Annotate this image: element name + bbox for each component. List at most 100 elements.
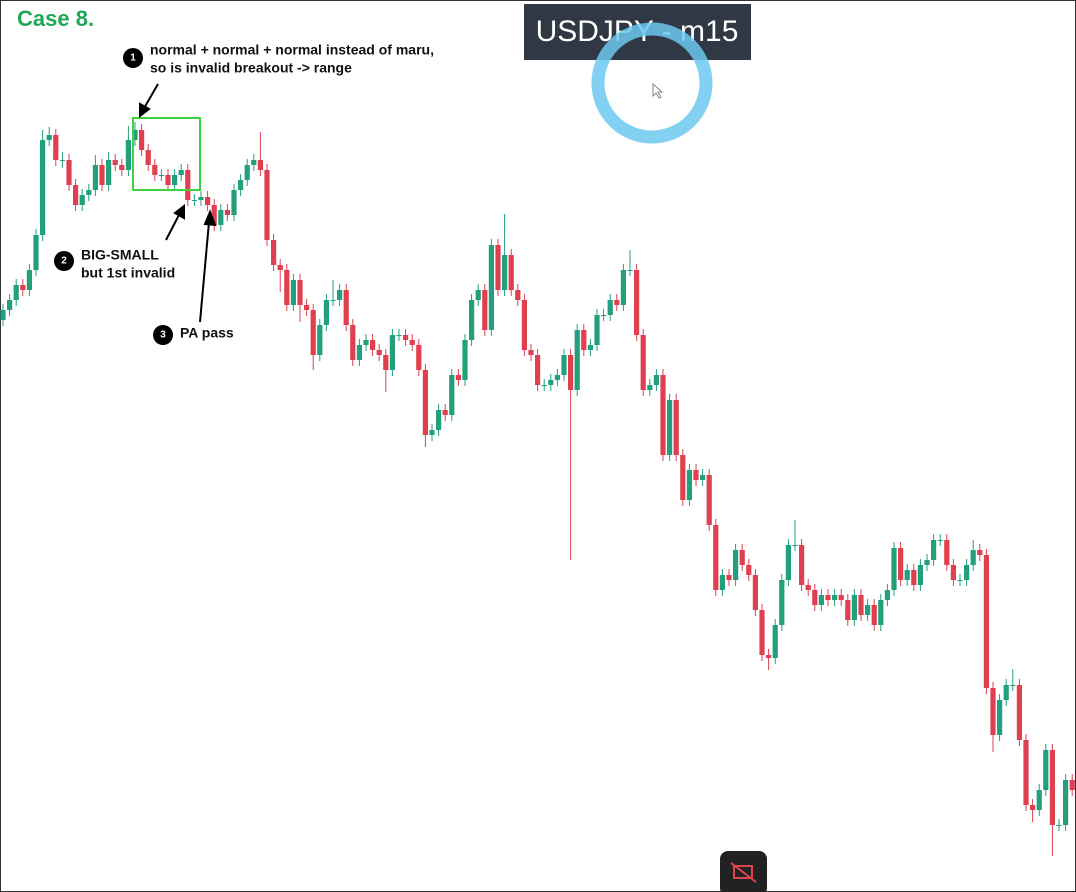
candle-body <box>911 570 917 585</box>
badge <box>153 325 173 345</box>
candle-body <box>990 688 996 735</box>
candle-body <box>1036 790 1042 810</box>
candle-body <box>46 135 52 140</box>
candle-body <box>680 455 686 500</box>
candle-body <box>310 310 316 355</box>
candle-body <box>66 160 72 185</box>
candle-body <box>574 330 580 390</box>
candle-body <box>165 175 171 185</box>
candle-body <box>145 150 151 165</box>
candle-body <box>7 300 13 310</box>
candle-body <box>640 335 646 390</box>
candle-body <box>218 210 224 225</box>
candle-body <box>772 625 778 658</box>
candle-body <box>297 280 303 305</box>
candle-body <box>647 385 653 390</box>
candle-body <box>462 340 468 380</box>
candle-body <box>779 580 785 625</box>
candle-body <box>719 575 725 590</box>
candle-body <box>350 325 356 360</box>
arrow-head <box>203 209 217 227</box>
candle-body <box>13 285 19 300</box>
candle-body <box>541 385 547 386</box>
candle-body <box>198 197 204 200</box>
candle-body <box>416 345 422 370</box>
arrow <box>142 83 159 111</box>
candle-body <box>1056 825 1062 826</box>
badge-number: 1 <box>130 53 136 64</box>
candle-body <box>185 170 191 200</box>
candle-body <box>528 350 534 355</box>
candle-body <box>785 545 791 580</box>
candle-body <box>607 300 613 315</box>
candle-body <box>73 185 79 205</box>
candle-body <box>469 300 475 340</box>
candle-body <box>92 165 98 190</box>
annotations: 1 normal + normal + normal instead of ma… <box>54 42 434 345</box>
candle-body <box>752 575 758 610</box>
candle-body <box>205 197 211 205</box>
candle-body <box>323 300 329 325</box>
candle-body <box>845 600 851 620</box>
arrow <box>165 212 181 241</box>
candle-body <box>521 300 527 350</box>
candle-body <box>851 595 857 620</box>
candle-body <box>568 355 574 390</box>
candle-body <box>871 605 877 625</box>
candle-body <box>53 135 59 160</box>
candle-body <box>317 325 323 355</box>
badge-number: 2 <box>61 256 67 267</box>
candle-body <box>79 195 85 205</box>
candle-body <box>264 170 270 240</box>
annotation-line: but 1st invalid <box>81 265 175 281</box>
candle-body <box>825 595 831 600</box>
candle-body <box>112 160 118 165</box>
badge <box>123 48 143 68</box>
candle-body <box>1016 685 1022 740</box>
badge-number: 3 <box>160 330 166 341</box>
candle-body <box>495 245 501 290</box>
candle-body <box>20 285 26 290</box>
candle-body <box>917 565 923 585</box>
candle-body <box>726 575 732 580</box>
candle-body <box>86 190 92 195</box>
candle-body <box>554 375 560 380</box>
candle-body <box>865 605 871 615</box>
candle-body <box>376 350 382 355</box>
cursor-ring <box>591 22 713 144</box>
candle-body <box>997 700 1003 735</box>
candle-body <box>746 565 752 575</box>
candles <box>0 122 1075 856</box>
candle-body <box>330 300 336 301</box>
arrows <box>139 83 217 323</box>
candle-body <box>733 550 739 580</box>
candle-body <box>132 130 138 140</box>
candle-body <box>957 580 963 581</box>
candle-body <box>587 345 593 350</box>
candle-body <box>759 610 765 655</box>
candle-body <box>383 355 389 370</box>
candle-body <box>1049 750 1055 825</box>
candle-body <box>1069 780 1075 790</box>
candle-body <box>152 165 158 175</box>
candle-body <box>673 400 679 455</box>
candle-body <box>442 410 448 415</box>
candle-body <box>548 380 554 385</box>
candle-body <box>244 165 250 180</box>
candle-body <box>983 555 989 688</box>
candle-body <box>950 565 956 580</box>
candle-body <box>620 270 626 305</box>
candle-body <box>389 335 395 370</box>
candle-body <box>878 600 884 625</box>
candle-body <box>257 160 263 170</box>
candle-body <box>832 595 838 600</box>
candle-body <box>26 270 32 290</box>
candle-body <box>1063 780 1069 825</box>
candle-body <box>977 550 983 555</box>
candle-body <box>436 410 442 430</box>
candle-body <box>178 170 184 175</box>
candle-body <box>238 180 244 190</box>
candle-body <box>924 560 930 565</box>
candle-body <box>1003 685 1009 700</box>
